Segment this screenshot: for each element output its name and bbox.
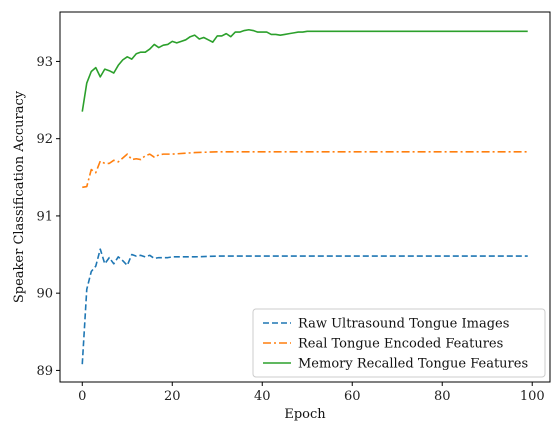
- y-tick-label: 91: [36, 209, 53, 224]
- series-layer: [81, 28, 528, 365]
- legend-label-3: Memory Recalled Tongue Features: [298, 357, 528, 372]
- x-tick-label: 0: [78, 389, 86, 404]
- legend-label-1: Raw Ultrasound Tongue Images: [298, 317, 509, 332]
- x-tick-label: 60: [344, 389, 361, 404]
- series-line-1: [81, 248, 528, 365]
- x-axis-title: Epoch: [284, 407, 326, 422]
- y-axis: 89 90 91 92 93: [36, 55, 60, 379]
- y-tick-label: 90: [36, 287, 53, 302]
- x-axis: 0 20 40 60 80 100: [78, 382, 545, 404]
- legend-box: [252, 308, 546, 378]
- x-tick-label: 20: [164, 389, 181, 404]
- plot-frame: [59, 11, 551, 383]
- y-axis-title: Speaker Classification Accuracy: [12, 90, 27, 303]
- x-tick-label: 100: [520, 389, 545, 404]
- y-tick-label: 93: [36, 55, 53, 70]
- legend-label-2: Real Tongue Encoded Features: [298, 337, 503, 352]
- x-tick-label: 40: [254, 389, 271, 404]
- y-tick-label: 89: [36, 364, 53, 379]
- x-tick-label: 80: [434, 389, 451, 404]
- y-tick-label: 92: [36, 132, 53, 147]
- series-line-2: [82, 151, 528, 189]
- legend: Raw Ultrasound Tongue Images Real Tongue …: [252, 308, 546, 378]
- series-line-3: [81, 28, 528, 112]
